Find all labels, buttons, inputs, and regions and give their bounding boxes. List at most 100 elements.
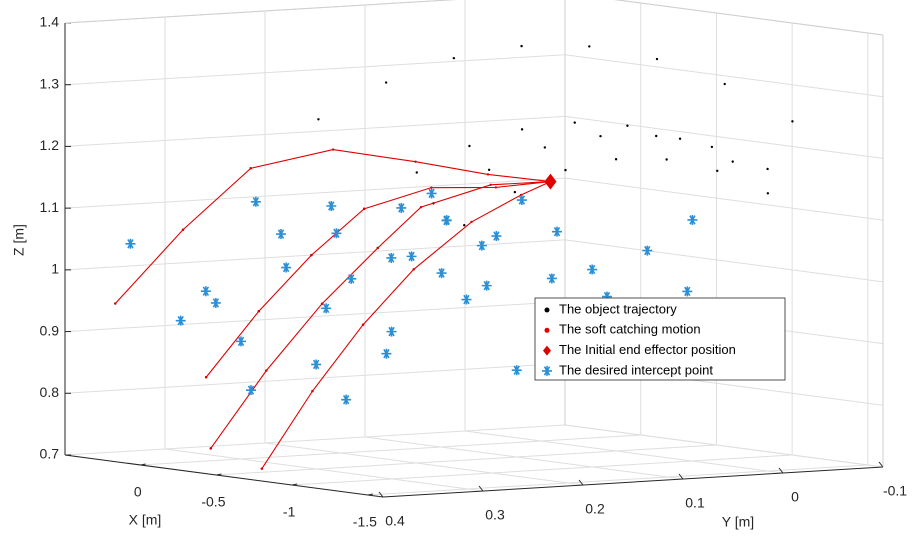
star-point — [341, 394, 352, 405]
z-axis-label: Z [m] — [11, 224, 27, 256]
point — [665, 158, 668, 161]
grid-line — [564, 54, 884, 98]
point — [320, 302, 324, 305]
z-tick-label: 0.9 — [40, 322, 60, 338]
star-point — [386, 252, 397, 263]
star-point — [276, 229, 286, 240]
star-point — [511, 365, 522, 376]
grid-line — [216, 444, 717, 476]
grid-line — [464, 430, 784, 474]
star-point — [406, 251, 417, 262]
point — [452, 56, 456, 60]
z-tick-label: 1.2 — [40, 137, 60, 153]
point — [588, 45, 591, 48]
star-point — [246, 385, 256, 396]
y-tick-label: 0.3 — [485, 507, 505, 523]
point — [265, 369, 268, 372]
point — [415, 171, 418, 174]
tick-mark — [778, 467, 784, 474]
z-tick-label: 1.1 — [40, 199, 60, 215]
grid-line — [64, 239, 566, 271]
y-tick-label: 0.2 — [585, 501, 605, 517]
grid-line — [564, 177, 884, 221]
y-axis-line — [382, 466, 884, 498]
point — [543, 146, 547, 149]
star-point — [642, 245, 653, 256]
point — [513, 190, 517, 194]
point — [573, 121, 576, 124]
point — [494, 186, 498, 189]
grid-line — [564, 239, 884, 283]
point — [486, 173, 490, 176]
point — [114, 302, 117, 305]
star-point — [546, 273, 557, 284]
z-tick-label: 0.8 — [40, 384, 60, 400]
grid-line — [64, 115, 566, 147]
data-layer — [114, 44, 794, 470]
tick-mark — [878, 461, 884, 468]
grid-line — [364, 436, 684, 480]
star-point — [281, 262, 292, 273]
point — [331, 148, 335, 151]
y-axis-label: Y [m] — [722, 514, 754, 530]
tick-mark — [378, 491, 384, 498]
motion-line — [210, 181, 551, 449]
legend-label: The object trajectory — [559, 301, 677, 316]
point — [487, 168, 491, 172]
grid-line — [564, 424, 884, 468]
point — [716, 169, 719, 173]
star-point — [331, 228, 342, 239]
point — [655, 57, 659, 61]
motion-line — [205, 181, 551, 378]
box-edge — [64, 0, 457, 24]
point — [260, 467, 264, 470]
point — [310, 253, 313, 257]
point — [544, 307, 550, 313]
point — [564, 168, 567, 172]
x-tick-label: -1 — [283, 504, 296, 520]
diamond-point — [544, 173, 557, 190]
star-point — [441, 215, 452, 226]
grid-line — [164, 448, 484, 492]
point — [678, 137, 682, 140]
star-point — [436, 268, 447, 279]
star-point — [476, 240, 487, 251]
y-tick-label: 0 — [791, 489, 799, 505]
box-edge — [614, 0, 884, 36]
legend-box — [534, 297, 786, 381]
point — [412, 268, 415, 271]
grid-line — [367, 464, 868, 496]
point — [181, 228, 185, 231]
grid-line — [64, 424, 566, 456]
grid-line — [64, 177, 566, 209]
star-point — [210, 297, 221, 308]
star-point — [491, 231, 502, 242]
grid-line — [292, 454, 793, 486]
point — [470, 220, 473, 224]
point — [655, 134, 658, 138]
point — [626, 124, 629, 127]
star-point — [321, 303, 332, 314]
star-point — [326, 201, 337, 211]
point — [544, 327, 550, 333]
z-tick-label: 1.3 — [40, 75, 60, 91]
point — [791, 120, 794, 123]
x-tick-label: 0 — [134, 484, 142, 500]
tick-mark — [578, 479, 584, 486]
legend-label: The desired intercept point — [559, 362, 713, 377]
star-point — [175, 315, 186, 326]
point — [249, 167, 252, 170]
grid-line — [264, 442, 584, 486]
star-point — [682, 286, 693, 297]
point — [599, 134, 602, 138]
x-axis-label: X [m] — [129, 512, 162, 528]
point — [361, 323, 365, 326]
point — [414, 160, 417, 163]
label-layer: X [m] Y [m] Z [m] 0.7 0.8 0.9 1 1.1 1.2 1.3 1.4… — [11, 14, 908, 530]
z-tick-label: 1.4 — [40, 14, 60, 30]
grid-line — [64, 301, 566, 333]
legend-label: The soft catching motion — [559, 322, 701, 337]
grid-line — [140, 434, 641, 466]
x-tick-label: -1.5 — [353, 514, 377, 530]
legend: The object trajectory The soft catching m… — [534, 297, 786, 381]
